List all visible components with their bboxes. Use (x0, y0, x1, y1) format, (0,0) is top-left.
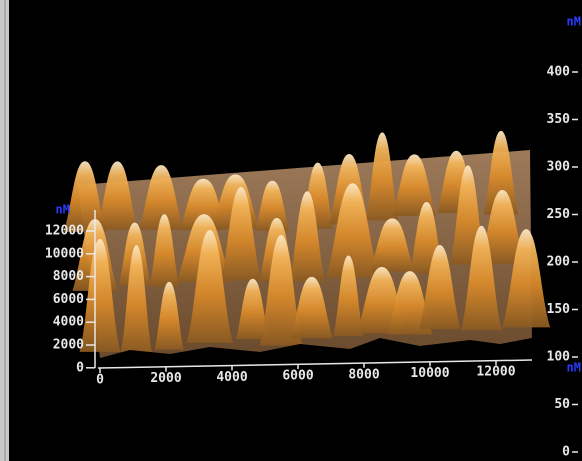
y-tick-label: 10000 (45, 246, 84, 261)
x-tick-label: 4000 (216, 370, 247, 385)
z-tick-label: 50 (554, 397, 570, 412)
y-tick-label: 4000 (53, 315, 84, 330)
x-tick-label: 0 (96, 373, 104, 388)
afm-viewer: nM nM nM 4003503002502001501005001200010… (0, 0, 582, 461)
z-tick-label: 150 (547, 302, 571, 317)
y-tick-label: 6000 (53, 292, 84, 307)
z-tick-label: 200 (547, 255, 571, 270)
z-tick-label: 0 (562, 445, 570, 460)
y-tick-label: 0 (76, 360, 84, 375)
x-tick-label: 8000 (348, 367, 379, 382)
z-tick-label: 350 (547, 112, 571, 127)
x-tick-label: 2000 (150, 371, 181, 386)
x-tick-label: 6000 (282, 369, 313, 384)
y-tick-label: 12000 (45, 224, 84, 239)
y-axis-unit: nM (56, 203, 70, 217)
y-tick-label: 2000 (53, 338, 84, 353)
z-tick-label: 250 (547, 207, 571, 222)
y-tick-label: 8000 (53, 269, 84, 284)
z-tick-label: 100 (547, 350, 571, 365)
x-tick-label: 12000 (476, 365, 515, 380)
z-tick-label: 300 (547, 160, 571, 175)
x-tick-label: 10000 (410, 366, 449, 381)
z-tick-label: 400 (547, 65, 571, 80)
z-axis-unit: nM (567, 15, 581, 29)
